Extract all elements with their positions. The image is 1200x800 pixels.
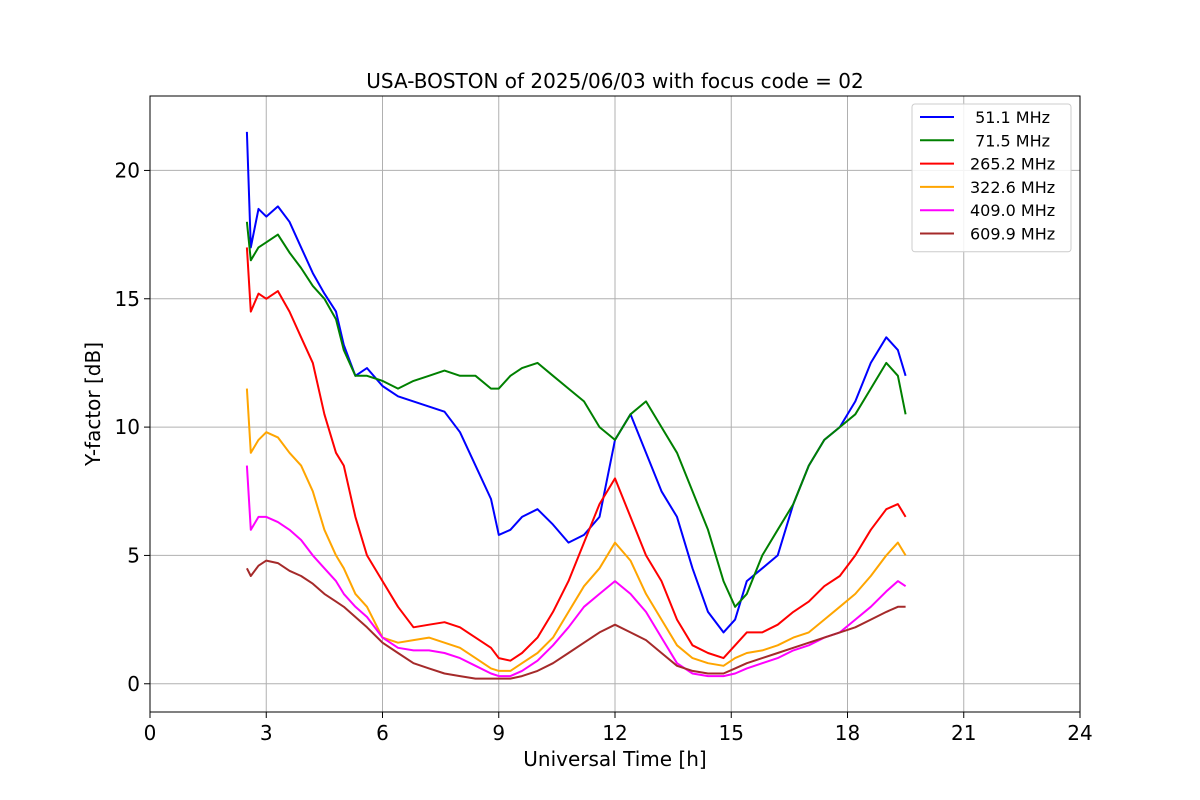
- y-tick-label: 20: [115, 158, 140, 182]
- x-tick-label: 3: [260, 721, 273, 745]
- x-tick-label: 0: [144, 721, 157, 745]
- x-tick-label: 12: [602, 721, 627, 745]
- series-line-1: [245, 221, 907, 608]
- x-axis-label: Universal Time [h]: [523, 747, 706, 771]
- series-line-3: [245, 388, 907, 672]
- x-tick-label: 15: [719, 721, 744, 745]
- legend-label-1: 71.5 MHz: [970, 131, 1050, 150]
- plot-lines: [245, 131, 907, 680]
- chart-title: USA-BOSTON of 2025/06/03 with focus code…: [366, 69, 863, 93]
- series-line-4: [245, 465, 907, 678]
- legend-label-3: 322.6 MHz: [970, 178, 1055, 197]
- series-line-2: [245, 247, 907, 662]
- x-tick-label: 18: [835, 721, 860, 745]
- series-line-5: [246, 559, 906, 680]
- x-tick-label: 9: [492, 721, 505, 745]
- legend-label-2: 265.2 MHz: [970, 155, 1055, 174]
- series-line-0: [245, 131, 907, 634]
- y-tick-label: 5: [127, 543, 140, 567]
- y-tick-label: 10: [115, 415, 140, 439]
- legend-label-0: 51.1 MHz: [970, 108, 1050, 127]
- axis-ticks: 0 3 6 9 12 15 18 21 24 0 5 10 15 20: [115, 158, 1093, 745]
- x-tick-label: 6: [376, 721, 389, 745]
- y-tick-label: 0: [127, 672, 140, 696]
- x-tick-label: 24: [1067, 721, 1092, 745]
- legend-label-5: 609.9 MHz: [970, 225, 1055, 244]
- legend-label-4: 409.0 MHz: [970, 201, 1055, 220]
- y-axis-label: Y-factor [dB]: [81, 342, 105, 467]
- legend: 51.1 MHz 71.5 MHz 265.2 MHz 322.6 MHz 409.0…: [911, 103, 1072, 253]
- y-tick-label: 15: [115, 287, 140, 311]
- x-tick-label: 21: [951, 721, 976, 745]
